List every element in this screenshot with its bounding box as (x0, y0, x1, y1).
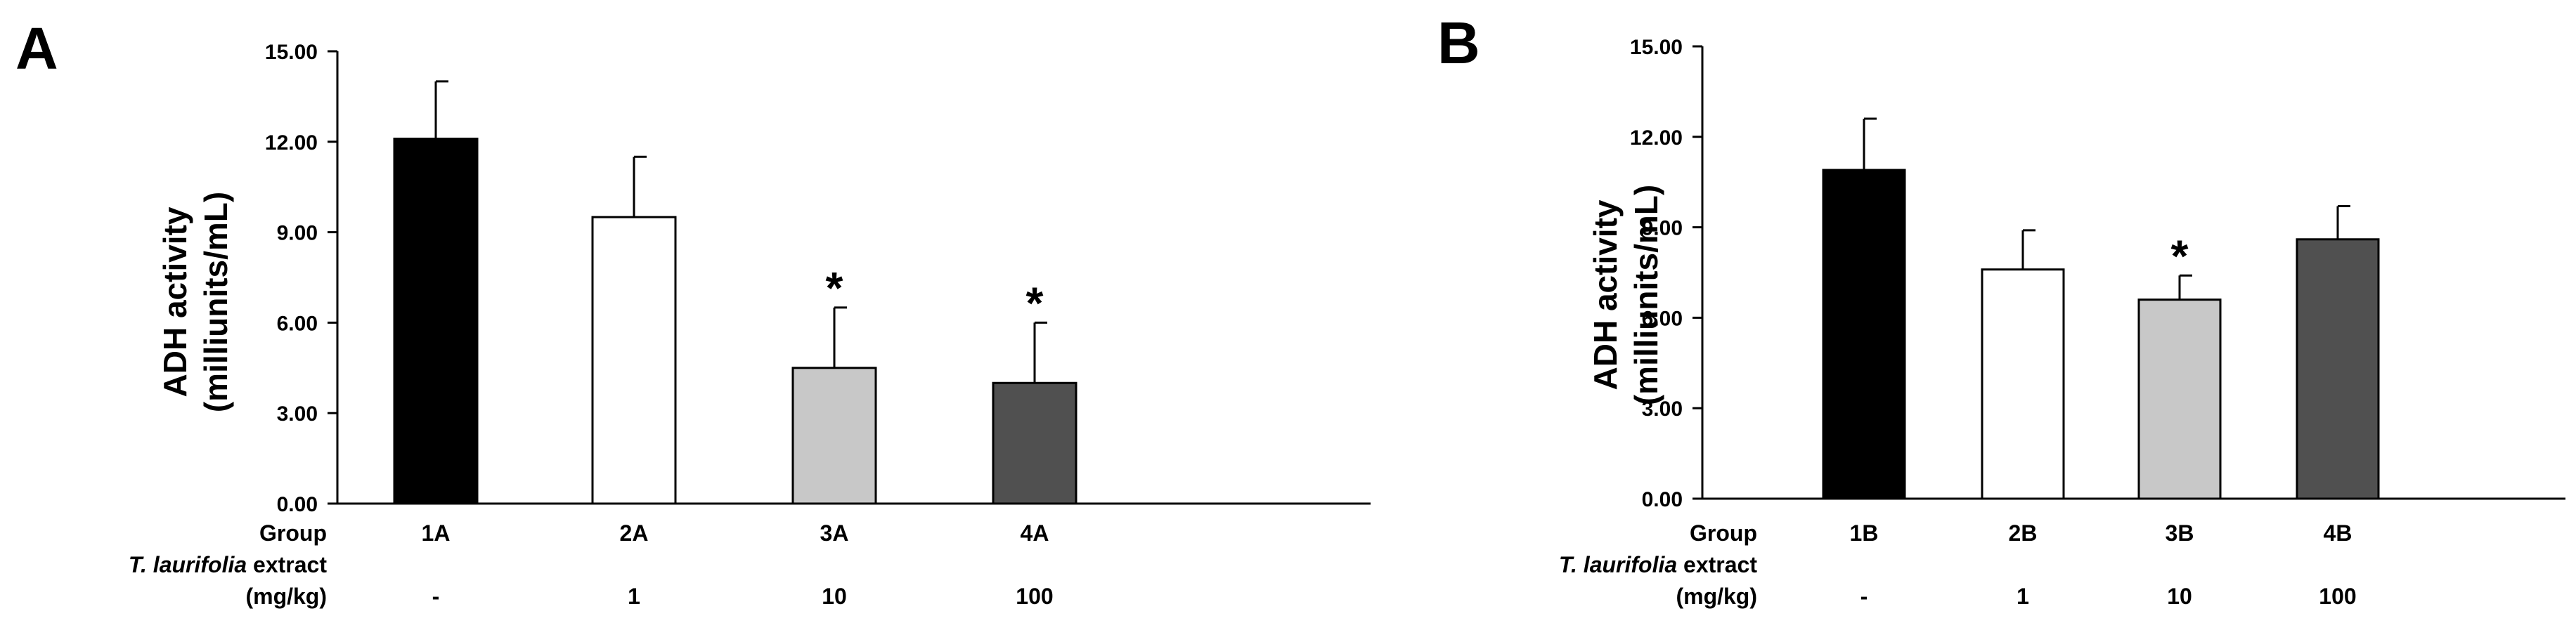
category-label: 2A (620, 520, 649, 546)
panel-label: A (15, 15, 58, 81)
category-label: 1B (1850, 520, 1879, 546)
dose-label: - (1860, 584, 1868, 609)
row-label-extract: T. laurifolia extract (129, 552, 328, 577)
y-tick-label: 12.00 (1630, 126, 1683, 150)
bar-1a (393, 138, 479, 505)
y-axis-title-line: ADH activity (157, 206, 193, 397)
row-label-dose-unit: (mg/kg) (245, 584, 327, 609)
category-label: 1A (422, 520, 451, 546)
y-tick-label: 6.00 (277, 312, 318, 335)
chart-panel-b: B ADH activity (milliunits/mL) 0.00 3.00 6.00… (1437, 10, 2565, 609)
bar-3b (2137, 298, 2222, 500)
significance-marker: * (2171, 230, 2189, 281)
bar-4b (2296, 238, 2380, 500)
bar-3a (791, 367, 877, 505)
dose-label: 1 (2017, 584, 2029, 609)
dose-label: 1 (628, 584, 640, 609)
y-tick-label: 9.00 (1642, 217, 1683, 240)
significance-marker: * (826, 263, 843, 313)
row-label-extract-word: extract (1677, 552, 1757, 577)
category-label: 3B (2166, 520, 2194, 546)
row-label-extract-species: T. laurifolia (129, 552, 247, 577)
category-label: 2B (2009, 520, 2038, 546)
dose-label: 100 (1016, 584, 1053, 609)
y-tick-label: 15.00 (1630, 36, 1683, 59)
dose-label: 10 (822, 584, 847, 609)
panel-label: B (1437, 10, 1480, 76)
y-tick-label: 6.00 (1642, 307, 1683, 330)
row-label-group: Group (259, 520, 327, 546)
y-axis-title: ADH activity (milliunits/mL) (1587, 185, 1664, 405)
row-label-dose-unit: (mg/kg) (1676, 584, 1757, 609)
bar-2a (591, 216, 677, 505)
dose-label: - (432, 584, 440, 609)
y-tick-label: 0.00 (1642, 488, 1683, 511)
row-label-group: Group (1690, 520, 1757, 546)
y-tick-label: 12.00 (265, 131, 318, 155)
y-axis-title: ADH activity (milliunits/mL) (157, 192, 234, 412)
bar-2b (1981, 268, 2065, 500)
y-tick-label: 3.00 (277, 402, 318, 426)
y-tick-label: 15.00 (265, 41, 318, 64)
category-label: 3A (820, 520, 849, 546)
y-tick-label: 3.00 (1642, 398, 1683, 421)
y-axis-title-line: (milliunits/mL) (198, 192, 234, 412)
category-label: 4A (1021, 520, 1049, 546)
chart-panel-a: A ADH activity (milliunits/mL) 0.00 3.00 6.00… (15, 15, 1371, 609)
y-axis-title-line: (milliunits/mL) (1628, 185, 1664, 405)
row-label-extract-species: T. laurifolia (1559, 552, 1677, 577)
y-tick-label: 9.00 (277, 222, 318, 245)
bar-4a (992, 381, 1077, 505)
y-tick-label: 0.00 (277, 493, 318, 516)
dose-label: 10 (2167, 584, 2192, 609)
category-label: 4B (2324, 520, 2352, 546)
bar-1b (1822, 169, 1906, 500)
row-label-extract: T. laurifolia extract (1559, 552, 1758, 577)
dose-label: 100 (2319, 584, 2356, 609)
y-axis-title-line: ADH activity (1587, 199, 1624, 390)
significance-marker: * (1026, 277, 1044, 328)
row-label-extract-word: extract (247, 552, 327, 577)
